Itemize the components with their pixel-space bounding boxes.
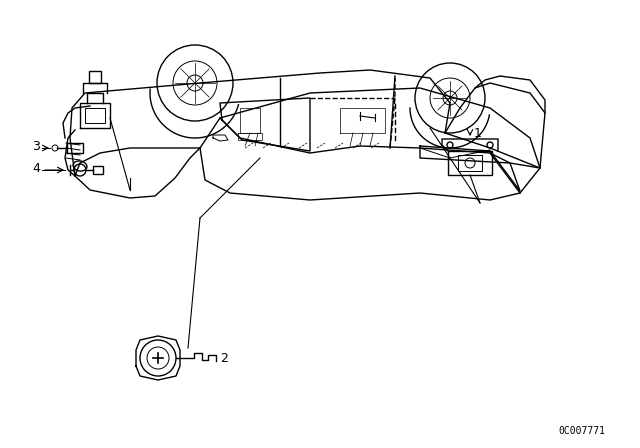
Text: 4: 4 — [32, 161, 40, 175]
Text: 0C007771: 0C007771 — [558, 426, 605, 436]
FancyBboxPatch shape — [85, 108, 105, 123]
Text: 1: 1 — [474, 126, 482, 139]
Text: 3: 3 — [32, 139, 40, 152]
Text: 2: 2 — [220, 352, 228, 365]
FancyBboxPatch shape — [89, 71, 101, 83]
FancyBboxPatch shape — [448, 151, 492, 175]
FancyBboxPatch shape — [93, 166, 103, 174]
FancyBboxPatch shape — [458, 155, 482, 171]
